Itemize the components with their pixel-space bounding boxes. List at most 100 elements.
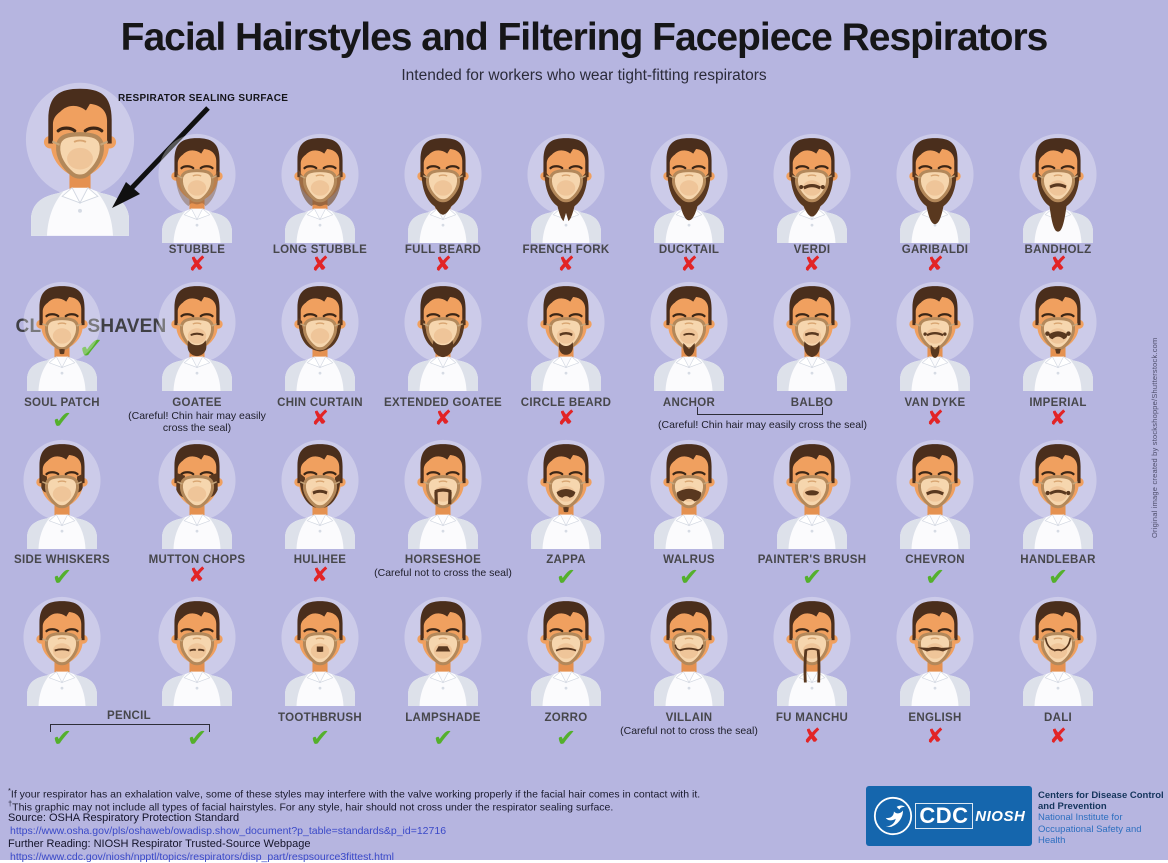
x-mark: ✘ — [434, 406, 452, 430]
face-illustration — [1019, 439, 1097, 549]
style-cell-soul-patch: SOUL PATCH ✔ — [1, 280, 123, 445]
face-illustration — [773, 281, 851, 391]
style-cell-dali: DALI ✘ — [997, 595, 1119, 760]
style-cell-garibaldi: GARIBALDI ✘ — [874, 132, 996, 297]
x-mark: ✘ — [557, 406, 575, 430]
face-illustration — [281, 281, 359, 391]
style-label: LAMPSHADE — [405, 712, 481, 724]
style-caution-note: (Careful not to cross the seal) — [374, 567, 512, 579]
check-mark: ✔ — [801, 563, 823, 591]
agency-logo-panel: CDC NIOSH — [866, 786, 1032, 846]
style-label: VERDI — [793, 244, 831, 256]
check-mark: ✔ — [309, 724, 331, 752]
face-illustration — [158, 281, 236, 391]
x-mark: ✘ — [803, 252, 821, 276]
face-illustration — [1019, 133, 1097, 243]
x-mark: ✘ — [926, 406, 944, 430]
style-cell-full-beard: FULL BEARD ✘ — [382, 132, 504, 297]
face-illustration — [281, 439, 359, 549]
style-caution-note: (Careful not to cross the seal) — [620, 725, 758, 737]
style-cell-imperial: IMPERIAL ✘ — [997, 280, 1119, 445]
style-cell-goatee: GOATEE (Careful! Chin hair may easily cro… — [128, 280, 266, 445]
face-illustration — [527, 596, 605, 706]
face-illustration — [404, 133, 482, 243]
hhs-seal-icon — [873, 796, 912, 836]
check-mark: ✔ — [51, 563, 73, 591]
style-label: FULL BEARD — [404, 244, 482, 256]
x-mark: ✘ — [311, 252, 329, 276]
style-cell-balbo: BALBO — [751, 280, 873, 445]
agency-names: Centers for Disease Control and Preventi… — [1038, 790, 1168, 846]
further-reading-label: Further Reading: NIOSH Respirator Truste… — [8, 838, 311, 850]
face-illustration — [527, 281, 605, 391]
style-cell-extended-goatee: EXTENDED GOATEE ✘ — [382, 280, 504, 445]
style-cell-ducktail: DUCKTAIL ✘ — [628, 132, 750, 297]
face-illustration — [158, 596, 236, 706]
hero-check-mark: ✔ — [78, 331, 104, 365]
style-label: FRENCH FORK — [522, 244, 610, 256]
style-cell-bandholz: BANDHOLZ ✘ — [997, 132, 1119, 297]
style-label: IMPERIAL — [1029, 397, 1087, 409]
face-illustration — [896, 281, 974, 391]
style-cell-handlebar: HANDLEBAR ✔ — [997, 438, 1119, 603]
check-mark: ✔ — [555, 724, 577, 752]
style-label: DALI — [1043, 712, 1073, 724]
style-label: FU MANCHU — [775, 712, 849, 724]
style-label: STUBBLE — [168, 244, 226, 256]
check-mark: ✔ — [924, 563, 946, 591]
style-label: CIRCLE BEARD — [520, 397, 612, 409]
page-subtitle: Intended for workers who wear tight-fitt… — [401, 67, 767, 84]
check-mark: ✔ — [555, 563, 577, 591]
style-cell-anchor: ANCHOR — [628, 280, 750, 445]
footnote-sup: † — [8, 799, 13, 808]
style-label: SIDE WHISKERS — [14, 554, 110, 566]
x-mark: ✘ — [926, 724, 944, 748]
style-label: GARIBALDI — [901, 244, 969, 256]
style-cell-painter-s-brush: PAINTER'S BRUSH ✔ — [751, 438, 873, 603]
style-cell-van-dyke: VAN DYKE ✘ — [874, 280, 996, 445]
pencil-bracket — [50, 724, 210, 732]
style-caution-note: (Careful! Chin hair may easily cross the… — [128, 410, 266, 435]
check-mark: ✔ — [1047, 563, 1069, 591]
further-reading-link[interactable]: https://www.cdc.gov/niosh/npptl/topics/r… — [10, 851, 395, 863]
face-illustration — [23, 439, 101, 549]
style-cell-verdi: VERDI ✘ — [751, 132, 873, 297]
pencil-group-label: PENCIL — [107, 710, 151, 722]
style-cell-mutton-chops: MUTTON CHOPS ✘ — [136, 438, 258, 603]
footnote-styles: †This graphic may not include all types … — [8, 799, 613, 814]
x-mark: ✘ — [188, 563, 206, 587]
x-mark: ✘ — [926, 252, 944, 276]
style-cell-lampshade: LAMPSHADE ✔ — [382, 595, 504, 760]
style-cell-zorro: ZORRO ✔ — [505, 595, 627, 760]
anchor-balbo-caution-note: (Careful! Chin hair may easily cross the… — [658, 419, 867, 431]
source-link[interactable]: https://www.osha.gov/pls/oshaweb/owadisp… — [10, 825, 447, 837]
face-illustration — [896, 596, 974, 706]
style-cell-villain: VILLAIN (Careful not to cross the seal) — [620, 595, 758, 760]
style-cell-french-fork: FRENCH FORK ✘ — [505, 132, 627, 297]
style-cell-pencil_a: ✔ — [1, 595, 123, 760]
check-mark: ✔ — [678, 563, 700, 591]
check-mark: ✔ — [186, 724, 208, 752]
style-label: SOUL PATCH — [24, 397, 100, 409]
style-label: CHEVRON — [905, 554, 965, 566]
image-credit: Original image created by stockshoppe/Sh… — [1150, 337, 1159, 538]
niosh-full-name: National Institute for Occupational Safe… — [1038, 812, 1142, 846]
face-illustration — [404, 281, 482, 391]
face-illustration — [650, 596, 728, 706]
style-cell-toothbrush: TOOTHBRUSH ✔ — [259, 595, 381, 760]
face-illustration — [773, 439, 851, 549]
hero-clean-shaven: CLEAN SHAVEN ✔ — [14, 80, 166, 363]
x-mark: ✘ — [803, 724, 821, 748]
face-illustration — [404, 439, 482, 549]
style-label: VAN DYKE — [904, 397, 966, 409]
face-illustration — [1019, 281, 1097, 391]
style-cell-circle-beard: CIRCLE BEARD ✘ — [505, 280, 627, 445]
face-illustration — [896, 133, 974, 243]
style-cell-fu-manchu: FU MANCHU ✘ — [751, 595, 873, 760]
style-cell-side-whiskers: SIDE WHISKERS ✔ — [1, 438, 123, 603]
style-label: ANCHOR — [662, 397, 716, 409]
x-mark: ✘ — [311, 563, 329, 587]
style-label: EXTENDED GOATEE — [383, 397, 503, 409]
sealing-surface-arrow-icon — [112, 106, 210, 208]
